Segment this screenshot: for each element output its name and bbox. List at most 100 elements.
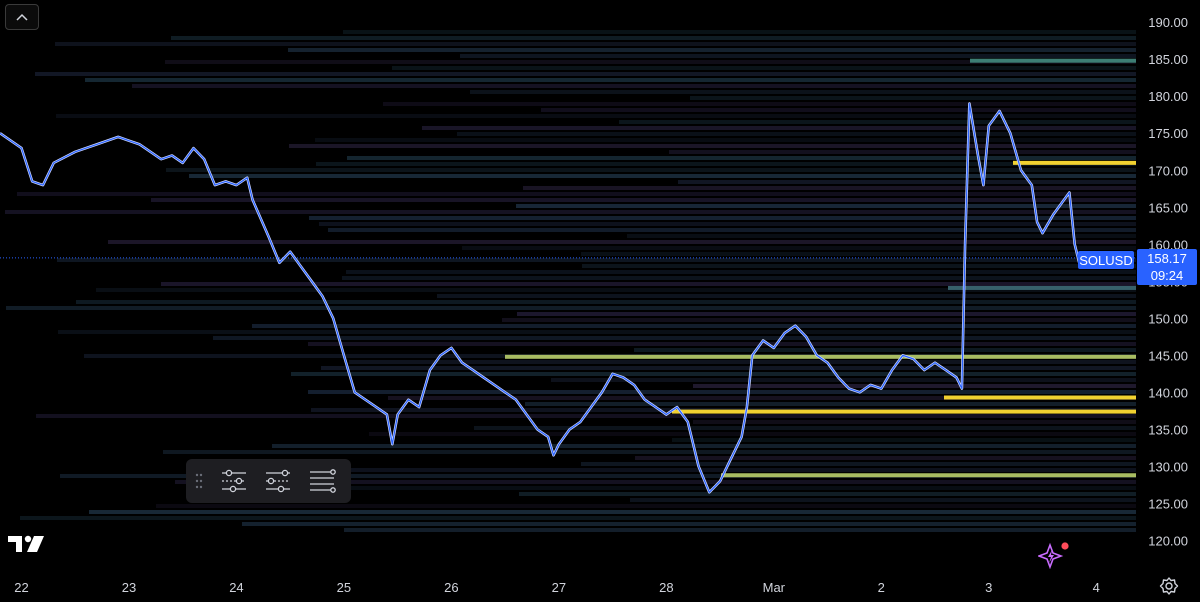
heatmap-band [316, 162, 1136, 166]
levels-dashed-button[interactable] [256, 463, 300, 499]
heatmap-band [289, 144, 1136, 148]
gear-icon [1159, 577, 1179, 595]
heatmap-band [634, 348, 1136, 352]
heatmap-band [96, 288, 1136, 292]
heatmap-band [347, 156, 1136, 160]
heatmap-band [35, 72, 1136, 76]
heatmap-band [388, 396, 1136, 400]
price-line [0, 102, 1087, 493]
settings-button[interactable] [1159, 576, 1179, 601]
level-line [948, 285, 1136, 290]
heatmap-band [392, 66, 1136, 70]
heatmap-band [541, 108, 1136, 112]
heatmap-band [5, 210, 1136, 214]
heatmap-band [319, 222, 1136, 226]
last-price-tag: 158.17 09:24 [1137, 249, 1197, 285]
heatmap-band [502, 318, 1136, 322]
level-line [970, 58, 1136, 63]
heatmap-band [474, 426, 1136, 430]
heatmap-band [516, 204, 1136, 208]
heatmap-band [60, 474, 1136, 478]
price-tick-label: 170.00 [1148, 163, 1188, 178]
ai-assistant-button[interactable] [1036, 541, 1070, 574]
time-axis[interactable]: 22 23 24 25 26 27 28 Mar 2 3 4 [14, 580, 1100, 595]
last-price-label: 158.17 [1147, 251, 1187, 266]
heatmap-band [213, 336, 1136, 340]
heatmap-band [166, 168, 1136, 172]
heatmap-band [315, 138, 1136, 142]
heatmap-band [519, 492, 1136, 496]
heatmap-band [343, 30, 1136, 34]
price-tick-label: 165.00 [1148, 200, 1188, 215]
heatmap-band [292, 468, 1136, 472]
heatmap-band [308, 390, 1136, 394]
heatmap-band [85, 78, 1136, 82]
heatmap-band [108, 240, 1136, 244]
heatmap-band [76, 300, 1136, 304]
heatmap-band [582, 264, 1136, 268]
heatmap-band [437, 294, 1136, 298]
drag-handle-icon[interactable] [186, 472, 212, 490]
heatmap-band [272, 444, 1136, 448]
heatmap-band [252, 324, 1136, 328]
price-tick-label: 125.00 [1148, 496, 1188, 511]
price-tick-label: 140.00 [1148, 385, 1188, 400]
time-tick-label: 28 [659, 580, 673, 595]
heatmap-band [693, 420, 1136, 424]
level-line [721, 473, 1136, 478]
heatmap-band [151, 198, 1136, 202]
price-tick-label: 190.00 [1148, 15, 1188, 30]
time-tick-label: 4 [1093, 580, 1100, 595]
heatmap-band [517, 312, 1136, 316]
levels-lines-button[interactable] [300, 463, 344, 499]
heatmap-band [6, 306, 1136, 310]
floating-toolbar[interactable] [186, 459, 351, 503]
heatmap-band [581, 462, 1136, 466]
level-line [944, 395, 1136, 400]
levels-settings-button[interactable] [212, 463, 256, 499]
price-axis[interactable]: 190.00 185.00 180.00 175.00 170.00 165.00 160.… [1148, 15, 1188, 548]
heatmap-band [460, 54, 1136, 58]
heatmap-band [457, 132, 1136, 136]
heatmap-band [422, 126, 1136, 130]
price-tick-label: 180.00 [1148, 89, 1188, 104]
time-tick-label: 2 [878, 580, 885, 595]
heatmap-band [163, 450, 1136, 454]
price-tick-label: 145.00 [1148, 348, 1188, 363]
time-tick-label: 24 [229, 580, 243, 595]
heatmap-band [171, 36, 1136, 40]
price-tick-label: 135.00 [1148, 422, 1188, 437]
heatmap-band [89, 510, 1136, 514]
heatmap-band [242, 522, 1136, 526]
heatmap-band [165, 60, 1136, 64]
heatmap-band [58, 330, 1136, 334]
time-tick-label: 26 [444, 580, 458, 595]
heatmap-band [20, 516, 1136, 520]
heatmap-band [161, 282, 1136, 286]
collapse-button[interactable] [5, 4, 39, 30]
heatmap-band [672, 438, 1136, 442]
heatmap-band [551, 378, 1136, 382]
heatmap-band [369, 432, 1136, 436]
heatmap-band [175, 480, 1136, 484]
heatmap-band [525, 402, 1136, 406]
heatmap-band [156, 504, 1136, 508]
price-series [0, 102, 1087, 494]
heatmap-band [132, 84, 1136, 88]
levels-dashed-icon [266, 469, 290, 493]
heatmap-band [231, 486, 1136, 490]
time-tick-label: Mar [763, 580, 786, 595]
heatmap-band [678, 180, 1136, 184]
tradingview-logo[interactable] [8, 534, 46, 559]
heatmap-band [344, 528, 1136, 532]
heatmap-band [630, 498, 1136, 502]
heatmap-band [581, 252, 1136, 256]
heatmap-band [288, 48, 1136, 52]
symbol-label-tag: SOLUSD [1078, 251, 1134, 269]
heatmap-band [690, 96, 1136, 100]
heatmap-band [308, 342, 1136, 346]
liquidity-heatmap [5, 30, 1136, 532]
symbol-label: SOLUSD [1079, 253, 1132, 268]
time-tick-label: 22 [14, 580, 28, 595]
